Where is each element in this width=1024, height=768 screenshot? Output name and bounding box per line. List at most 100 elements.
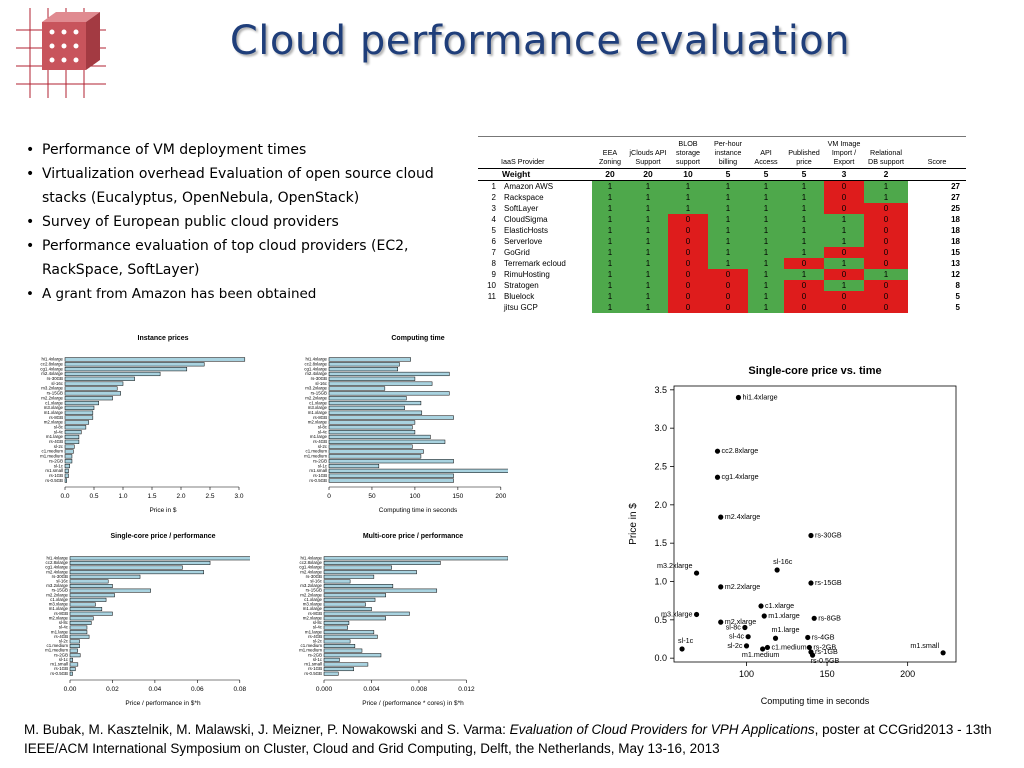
criterion-fail-cell: 0 [864,236,908,247]
table-row: 7 GoGrid 1 1 0 1 1 1 0 0 15 [478,247,966,258]
column-header: Score [927,157,947,166]
category-label: c1.xlarge [304,597,322,602]
data-point-c1.medium [764,644,771,651]
chart-title: Computing time [391,335,444,342]
category-label: rs-4GB [308,634,322,639]
category-label: m2.xlarge [303,615,323,620]
y-tick-label: 2.5 [654,462,667,472]
bar-m2.xlarge [323,616,386,621]
bar-rs-8GB [69,611,113,616]
criterion-pass-cell: 1 [784,180,824,192]
bar-rs-8GB [64,415,94,420]
category-label: rs-1GB [54,666,68,671]
criterion-pass-cell: 1 [708,214,748,225]
row-index: 5 [491,226,496,235]
row-index: 8 [491,259,496,268]
provider-name: GoGrid [504,248,530,257]
x-tick-label: 2.5 [205,493,214,500]
criterion-pass-cell: 1 [592,236,628,247]
criterion-pass-cell: 1 [748,203,784,214]
point-label: c1.medium [771,642,806,651]
bullet-item: Performance evaluation of top cloud prov… [24,234,464,282]
x-axis-label: Computing time in seconds [761,696,870,706]
table-row: jitsu GCP 1 1 0 0 1 0 0 0 5 [478,302,966,313]
category-label: hi1.4xlarge [47,555,69,560]
criterion-pass-cell: 1 [592,225,628,236]
bar-c1.xlarge [328,400,422,406]
category-label: m1.small [50,662,68,667]
score-cell: 5 [955,292,960,301]
bar-rs-4GB [328,439,446,444]
criterion-fail-cell: 0 [864,280,908,291]
data-point-rs-4GB [805,634,811,641]
category-label: sl-8c [59,620,69,625]
category-label: sl-1c [54,463,64,468]
data-point-c1.xlarge [758,603,764,609]
criterion-pass-cell: 1 [628,269,668,280]
category-label: m2.2xlarge [46,592,68,597]
provider-name: Amazon AWS [504,182,554,191]
x-tick-label: 0.06 [191,686,204,693]
column-header: VM Image Import / Export [827,139,861,166]
bar-m2.2xlarge [64,396,113,401]
bar-cc2.8xlarge [328,362,400,367]
bar-hi1.4xlarge [69,556,250,561]
y-tick-label: 3.0 [654,423,667,433]
bar-c1.xlarge [64,400,99,406]
bar-sl-8c [69,620,92,625]
criterion-fail-cell: 0 [708,302,748,313]
citation-footer: M. Bubak, M. Kasztelnik, M. Malawski, J.… [24,720,1014,758]
category-label: rs-2GB [313,458,327,463]
category-label: sl-2c [313,638,323,643]
bar-rs-4GB [64,439,80,444]
weight-cell: 5 [708,168,748,181]
weight-cell: 20 [592,168,628,181]
criterion-pass-cell: 1 [824,236,864,247]
x-tick-label: 0.0 [60,493,69,500]
category-label: m3.xlarge [49,602,69,607]
citation-venue: , poster at CCGrid2013 - 13th IEEE/ACM I… [24,722,992,756]
x-tick-label: 0.004 [363,686,380,693]
criterion-fail-cell: 0 [824,192,864,203]
table-row: 9 RimuHosting 1 1 0 0 1 1 0 1 12 [478,269,966,280]
criterion-pass-cell: 1 [592,247,628,258]
category-label: rs-15GB [47,391,63,396]
category-label: rs-8GB [54,611,68,616]
bar-sl-16c [69,579,109,584]
category-label: sl-2c [59,638,69,643]
chart-title: Instance prices [138,335,189,342]
table-row: 10 Stratogen 1 1 0 0 1 0 1 0 8 [478,280,966,291]
category-label: m1.large [46,434,64,439]
criterion-fail-cell: 0 [708,280,748,291]
category-label: m1.small [309,468,327,473]
criterion-fail-cell: 0 [864,203,908,214]
point-label: rs-30GB [815,531,842,540]
bar-hi1.4xlarge [323,556,508,561]
category-label: sl-16c [56,578,69,583]
bullet-list: Performance of VM deployment times Virtu… [24,138,464,306]
point-label: sl-2c [727,641,743,650]
bar-m2.4xlarge [323,570,417,575]
category-label: c1.xlarge [309,400,327,405]
bar-cg1.4xlarge [69,565,183,570]
x-tick-label: 150 [452,493,463,500]
row-index: 9 [491,270,496,279]
bar-m1.small [328,468,508,473]
criterion-pass-cell: 1 [708,236,748,247]
criterion-fail-cell: 0 [668,247,708,258]
point-label: cc2.8xlarge [722,446,759,455]
category-label: m3.2xlarge [46,583,68,588]
bar-hi1.4xlarge [328,357,411,362]
criterion-fail-cell: 0 [824,180,864,192]
criterion-pass-cell: 1 [708,180,748,192]
bar-m2.xlarge [328,420,416,425]
x-tick-label: 50 [368,493,376,500]
chart-title: Multi-core price / performance [363,533,463,540]
score-cell: 12 [951,270,960,279]
table-row: 11 Bluelock 1 1 0 0 1 0 0 0 5 [478,291,966,302]
bar-sl-8c [328,425,413,430]
bar-cg1.4xlarge [64,367,188,372]
category-label: sl-2c [318,444,328,449]
point-label: sl-1c [678,636,694,645]
bar-sl-16c [323,579,351,584]
